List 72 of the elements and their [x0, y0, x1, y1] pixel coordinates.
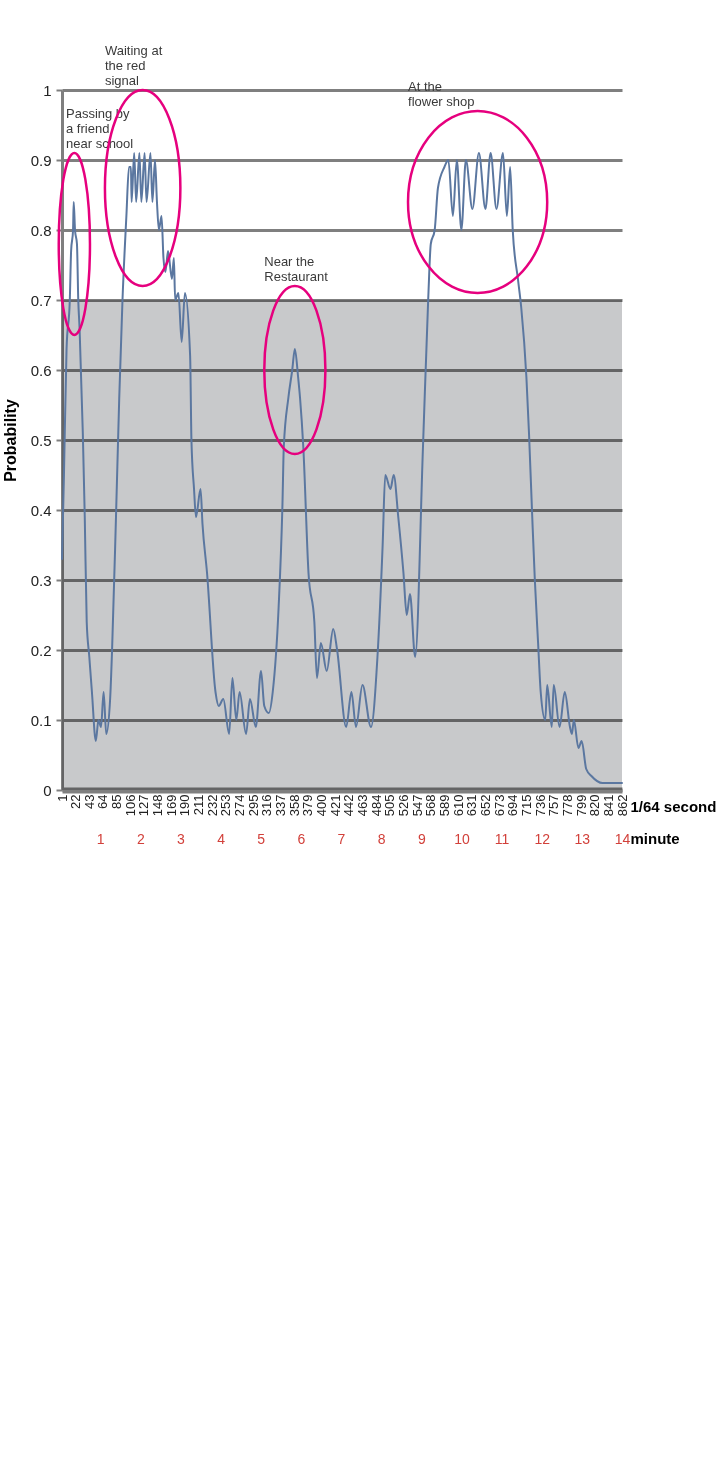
x-tick-label: 610 [450, 794, 466, 817]
y-tick-label: 0.9 [30, 151, 52, 169]
x-tick-label: 505 [382, 794, 398, 817]
x2-tick-label: 7 [337, 830, 346, 847]
y-tick-label: 0.6 [30, 361, 52, 379]
x-tick-label: 463 [354, 794, 370, 817]
y-tick-label: 0.3 [30, 571, 52, 589]
y-tick-label: 0.2 [30, 641, 52, 659]
x-tick-label: 211 [191, 794, 207, 816]
x2-tick-label: 3 [177, 830, 186, 847]
x-tick-label: 568 [423, 794, 439, 817]
y-tick-label: 0.5 [30, 431, 52, 449]
x-tick-label: 631 [464, 794, 480, 817]
y-tick-label: 0.8 [30, 221, 52, 239]
x2-tick-label: 12 [534, 830, 551, 847]
x-tick-label: 715 [518, 794, 534, 817]
x-tick-label: 820 [587, 794, 603, 817]
x2-tick-label: 13 [574, 830, 591, 847]
x2-tick-label: 4 [217, 830, 226, 847]
x2-axis-title: minute [630, 829, 680, 847]
x-tick-label: 253 [218, 794, 234, 817]
x-tick-label: 232 [204, 794, 220, 817]
y-axis-title: Probability [1, 399, 19, 482]
x-tick-label: 862 [614, 794, 630, 817]
x2-tick-label: 10 [454, 830, 470, 847]
x-tick-label: 316 [259, 794, 275, 817]
x-tick-label: 295 [245, 794, 261, 817]
x-tick-label: 337 [273, 794, 289, 817]
x-tick-label: 526 [395, 794, 411, 817]
x-tick-label: 589 [436, 794, 452, 817]
x-tick-label: 442 [341, 794, 357, 817]
x-tick-label: 736 [532, 794, 548, 817]
x-tick-label: 400 [314, 794, 330, 817]
x-tick-label: 127 [136, 794, 152, 817]
x-tick-label: 421 [327, 794, 343, 817]
y-tick-label: 0.7 [30, 291, 52, 309]
x-tick-label: 106 [122, 794, 138, 817]
x-tick-label: 673 [491, 794, 507, 817]
x2-tick-label: 8 [377, 830, 386, 847]
text: Waiting at the red signal [104, 43, 163, 88]
x-tick-label: 841 [600, 794, 616, 817]
x-tick-label: 169 [163, 794, 179, 817]
x-tick-label: 190 [177, 794, 193, 817]
y-tick-label: 1 [43, 81, 52, 99]
x2-tick-label: 11 [494, 830, 510, 847]
x-tick-label: 64 [95, 794, 111, 809]
x-tick-label: 778 [559, 794, 575, 817]
annotation: Near the Restaurant [264, 254, 329, 284]
y-tick-label: 0.4 [30, 501, 52, 519]
y-tick-label: 0.1 [30, 711, 52, 729]
x-tick-label: 694 [505, 794, 521, 817]
x2-tick-label: 9 [417, 830, 426, 847]
x-tick-label: 148 [150, 794, 166, 817]
x-tick-label: 1 [54, 794, 70, 802]
x2-tick-label: 1 [96, 830, 105, 847]
x-tick-label: 85 [109, 794, 125, 809]
y-tick-label: 0 [43, 781, 52, 799]
x-tick-label: 379 [300, 794, 316, 817]
x-tick-label: 22 [68, 794, 84, 809]
x-tick-label: 757 [546, 794, 562, 817]
x-tick-label: 484 [368, 794, 384, 817]
x2-tick-label: 2 [136, 830, 145, 847]
x-tick-label: 43 [81, 794, 97, 809]
x-axis-title: 1/64 second [630, 797, 717, 815]
x2-tick-label: 5 [257, 830, 266, 847]
x2-tick-label: 14 [614, 830, 631, 847]
x-tick-label: 547 [409, 794, 425, 817]
x2-tick-label: 6 [297, 830, 306, 847]
x-tick-label: 358 [286, 794, 302, 817]
x-tick-label: 274 [232, 794, 248, 817]
x-tick-label: 799 [573, 794, 589, 817]
x-tick-label: 652 [477, 794, 493, 817]
